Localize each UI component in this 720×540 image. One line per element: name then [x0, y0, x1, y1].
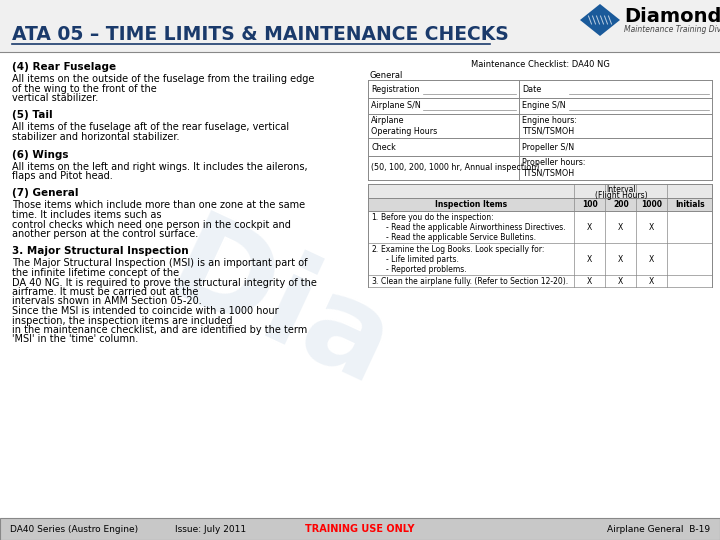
- Text: - Read the applicable Airworthiness Directives.: - Read the applicable Airworthiness Dire…: [386, 224, 566, 233]
- Text: Check: Check: [371, 143, 396, 152]
- Text: Airplane General  B-19: Airplane General B-19: [607, 524, 710, 534]
- Text: flaps and Pitot head.: flaps and Pitot head.: [12, 171, 113, 181]
- Text: X: X: [649, 254, 654, 264]
- Text: of the wing to the front of the: of the wing to the front of the: [12, 84, 157, 93]
- Text: All items on the outside of the fuselage from the trailing edge: All items on the outside of the fuselage…: [12, 74, 315, 84]
- Text: DA40 Series (Austro Engine): DA40 Series (Austro Engine): [10, 524, 138, 534]
- Text: Dia: Dia: [150, 206, 410, 414]
- Text: Before you do the inspection:: Before you do the inspection:: [381, 213, 494, 221]
- Text: 2.: 2.: [371, 245, 378, 253]
- Text: X: X: [588, 254, 593, 264]
- Text: X: X: [649, 222, 654, 232]
- Text: Registration: Registration: [371, 84, 420, 93]
- Text: X: X: [618, 222, 624, 232]
- Text: X: X: [588, 276, 593, 286]
- Text: (50, 100, 200, 1000 hr, Annual inspection): (50, 100, 200, 1000 hr, Annual inspectio…: [371, 164, 539, 172]
- Text: (7) General: (7) General: [12, 188, 78, 199]
- Text: Maintenance Checklist: DA40 NG: Maintenance Checklist: DA40 NG: [471, 60, 609, 69]
- Text: another person at the control surface.: another person at the control surface.: [12, 229, 198, 239]
- Text: vertical stabilizer.: vertical stabilizer.: [12, 93, 98, 103]
- Polygon shape: [580, 4, 620, 36]
- Text: Propeller hours:
TTSN/TSMOH: Propeller hours: TTSN/TSMOH: [523, 158, 586, 178]
- Text: inspection, the inspection items are included: inspection, the inspection items are inc…: [12, 315, 233, 326]
- Bar: [368, 184, 712, 198]
- Bar: [0, 0, 720, 52]
- Text: Those items which include more than one zone at the same: Those items which include more than one …: [12, 200, 305, 211]
- Text: Airplane S/N: Airplane S/N: [371, 102, 420, 111]
- Text: All items of the fuselage aft of the rear fuselage, vertical: All items of the fuselage aft of the rea…: [12, 123, 289, 132]
- Text: Since the MSI is intended to coincide with a 1000 hour: Since the MSI is intended to coincide wi…: [12, 306, 279, 316]
- Text: 100: 100: [582, 200, 598, 209]
- Text: stabilizer and horizontal stabilizer.: stabilizer and horizontal stabilizer.: [12, 132, 179, 142]
- Text: X: X: [618, 276, 624, 286]
- Text: (5) Tail: (5) Tail: [12, 111, 53, 120]
- Text: - Reported problems.: - Reported problems.: [386, 266, 467, 274]
- Text: TRAINING USE ONLY: TRAINING USE ONLY: [305, 524, 415, 534]
- Text: 1.: 1.: [371, 213, 378, 221]
- Text: the infinite lifetime concept of the: the infinite lifetime concept of the: [12, 268, 179, 278]
- Text: intervals shown in AMM Section 05-20.: intervals shown in AMM Section 05-20.: [12, 296, 202, 307]
- Text: 3.: 3.: [371, 276, 378, 286]
- Text: Clean the airplane fully. (Refer to Section 12-20).: Clean the airplane fully. (Refer to Sect…: [381, 276, 568, 286]
- Text: X: X: [649, 276, 654, 286]
- Bar: [368, 198, 712, 211]
- Text: 200: 200: [613, 200, 629, 209]
- Bar: [0, 518, 720, 540]
- Text: Diamond: Diamond: [624, 8, 720, 26]
- Text: Inspection Items: Inspection Items: [435, 200, 508, 209]
- Text: Maintenance Training Division: Maintenance Training Division: [624, 24, 720, 33]
- Text: (Flight Hours): (Flight Hours): [595, 191, 647, 199]
- Text: Initials: Initials: [675, 200, 704, 209]
- Text: - Life limited parts.: - Life limited parts.: [386, 255, 459, 265]
- Text: (4) Rear Fuselage: (4) Rear Fuselage: [12, 62, 116, 72]
- Text: X: X: [588, 222, 593, 232]
- Text: The Major Structural Inspection (MSI) is an important part of: The Major Structural Inspection (MSI) is…: [12, 259, 307, 268]
- Text: Engine hours:
TTSN/TSMOH: Engine hours: TTSN/TSMOH: [523, 116, 577, 136]
- Text: - Read the applicable Service Bulletins.: - Read the applicable Service Bulletins.: [386, 233, 536, 242]
- Text: All items on the left and right wings. It includes the ailerons,: All items on the left and right wings. I…: [12, 161, 307, 172]
- Text: Interval: Interval: [606, 185, 636, 193]
- Text: DA 40 NG. It is required to prove the structural integrity of the: DA 40 NG. It is required to prove the st…: [12, 278, 317, 287]
- Text: (6) Wings: (6) Wings: [12, 150, 68, 159]
- Text: in the maintenance checklist, and are identified by the term: in the maintenance checklist, and are id…: [12, 325, 307, 335]
- Text: airframe. It must be carried out at the: airframe. It must be carried out at the: [12, 287, 199, 297]
- Text: Engine S/N: Engine S/N: [523, 102, 566, 111]
- Text: Issue: July 2011: Issue: July 2011: [175, 524, 246, 534]
- Text: General: General: [370, 71, 403, 80]
- Text: Date: Date: [523, 84, 541, 93]
- Text: control checks which need one person in the cockpit and: control checks which need one person in …: [12, 219, 291, 230]
- Text: Examine the Log Books. Look specially for:: Examine the Log Books. Look specially fo…: [381, 245, 544, 253]
- Text: time. It includes items such as: time. It includes items such as: [12, 210, 161, 220]
- Text: X: X: [618, 254, 624, 264]
- Text: ATA 05 – TIME LIMITS & MAINTENANCE CHECKS: ATA 05 – TIME LIMITS & MAINTENANCE CHECK…: [12, 24, 509, 44]
- Text: 'MSI' in the 'time' column.: 'MSI' in the 'time' column.: [12, 334, 138, 345]
- Text: Airplane
Operating Hours: Airplane Operating Hours: [371, 116, 437, 136]
- Text: Propeller S/N: Propeller S/N: [523, 143, 575, 152]
- Text: 3. Major Structural Inspection: 3. Major Structural Inspection: [12, 246, 189, 256]
- Text: 1000: 1000: [642, 200, 662, 209]
